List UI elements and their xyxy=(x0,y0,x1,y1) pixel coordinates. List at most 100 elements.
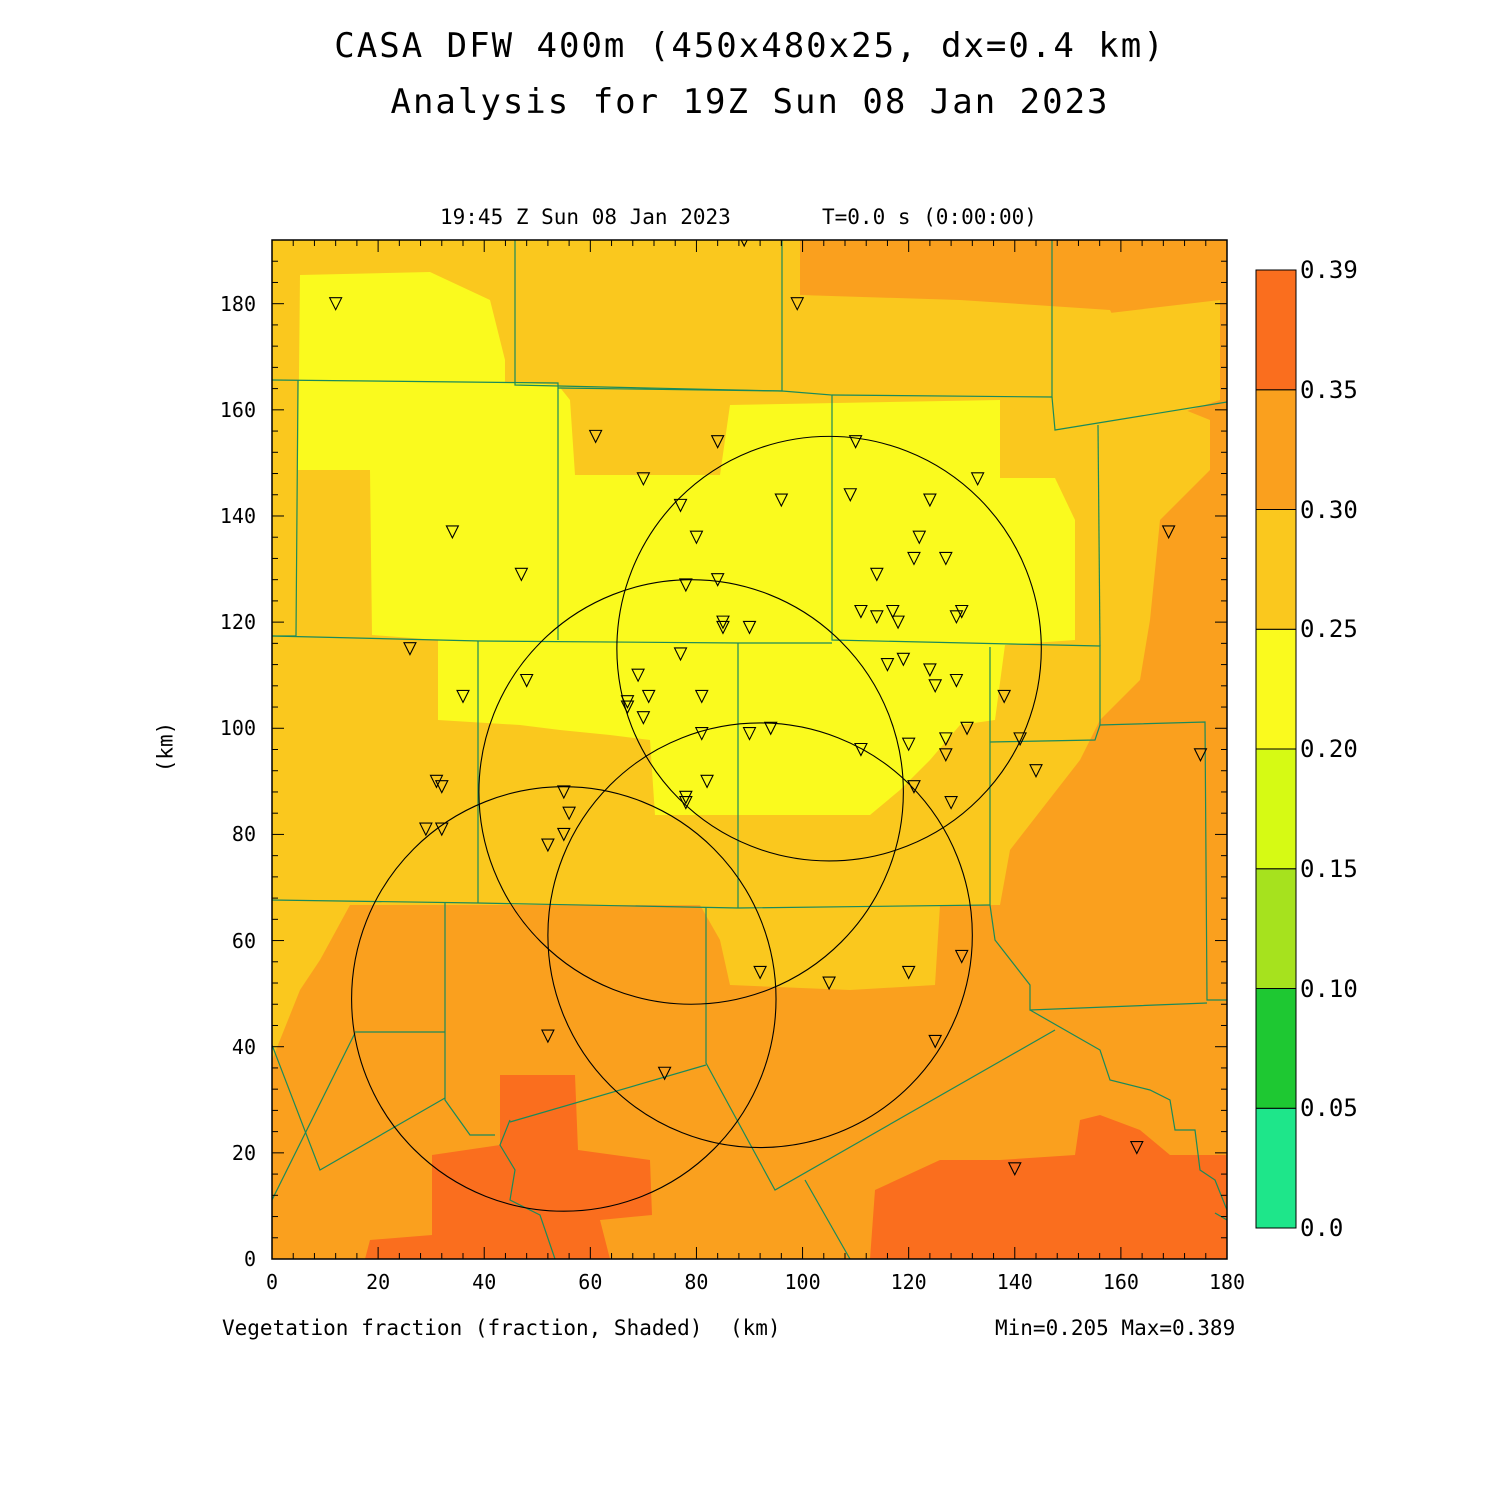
station-marker xyxy=(938,732,953,747)
x-tick-label: 160 xyxy=(1102,1270,1139,1294)
station-marker xyxy=(429,774,444,789)
station-marker xyxy=(774,493,789,508)
station-marker xyxy=(907,780,921,794)
station-marker xyxy=(1007,1162,1022,1177)
station-marker xyxy=(540,838,555,853)
station-marker xyxy=(1029,764,1043,778)
colorbar-label: 0.30 xyxy=(1300,495,1358,524)
colorbar-label: 0.15 xyxy=(1300,854,1358,883)
x-tick-label: 180 xyxy=(1208,1270,1246,1294)
station-marker xyxy=(869,567,884,582)
station-marker xyxy=(1161,525,1176,540)
station-marker xyxy=(742,727,757,741)
station-marker xyxy=(949,673,964,688)
x-tick-label: 0 xyxy=(265,1270,279,1294)
station-marker xyxy=(700,774,714,789)
station-marker xyxy=(753,965,768,980)
station-marker xyxy=(885,604,900,619)
y-tick-label: 160 xyxy=(219,397,256,422)
x-tick-label: 60 xyxy=(578,1270,603,1294)
station-marker xyxy=(901,965,916,980)
station-marker xyxy=(514,567,529,582)
station-marker xyxy=(678,790,693,805)
colorbar-label: 0.39 xyxy=(1300,256,1358,284)
colorbar-swatch xyxy=(1255,1107,1297,1229)
station-marker xyxy=(328,297,343,311)
page-title: CASA DFW 400m (450x480x25, dx=0.4 km) xyxy=(334,26,1166,66)
station-marker xyxy=(403,642,417,656)
station-marker xyxy=(556,785,571,800)
colorbar xyxy=(1255,269,1297,1229)
colorbar-swatch xyxy=(1255,868,1297,989)
station-marker xyxy=(456,689,470,704)
y-tick-label: 100 xyxy=(219,716,256,741)
station-marker xyxy=(620,700,635,715)
station-marker xyxy=(588,429,603,444)
station-marker xyxy=(673,498,688,513)
field-label: Vegetation fraction (fraction, Shaded) xyxy=(222,1316,703,1340)
station-marker xyxy=(636,711,651,725)
county-boundaries xyxy=(272,240,1227,1259)
x-tick-label: 40 xyxy=(472,1270,497,1294)
station-marker xyxy=(869,610,884,625)
station-marker xyxy=(960,721,974,736)
station-marker xyxy=(854,604,868,619)
station-marker xyxy=(694,689,709,704)
station-marker xyxy=(636,472,651,487)
station-marker xyxy=(694,727,709,741)
colorbar-label: 0.35 xyxy=(1300,375,1358,404)
station-marker xyxy=(556,827,571,842)
colorbar-label: 0.0 xyxy=(1300,1214,1344,1242)
station-marker xyxy=(434,780,449,794)
colorbar-swatch xyxy=(1255,988,1297,1109)
station-marker xyxy=(912,530,927,545)
station-marker xyxy=(657,1066,672,1081)
station-marker xyxy=(418,822,433,837)
x-tick-label: 140 xyxy=(996,1270,1033,1294)
station-marker xyxy=(928,679,943,694)
y-tick-label: 20 xyxy=(231,1140,256,1165)
station-marker xyxy=(854,742,868,757)
min-max-stats: Min=0.205 Max=0.389 xyxy=(995,1316,1236,1340)
y-tick-label: 80 xyxy=(231,822,256,847)
y-tick-label: 180 xyxy=(219,291,256,316)
station-marker xyxy=(710,435,725,449)
station-marker xyxy=(631,668,645,683)
x-axis-unit: (km) xyxy=(730,1316,781,1340)
colorbar-swatch xyxy=(1255,269,1297,391)
station-marker xyxy=(445,525,460,540)
station-marker xyxy=(742,620,757,635)
station-marker xyxy=(673,647,688,662)
station-marker xyxy=(678,578,693,593)
x-tick-label: 80 xyxy=(684,1270,709,1294)
station-marker xyxy=(928,1034,943,1049)
colorbar-swatch xyxy=(1255,628,1297,750)
station-marker xyxy=(790,297,805,311)
station-marker xyxy=(901,737,916,752)
page-subtitle: Analysis for 19Z Sun 08 Jan 2023 xyxy=(390,82,1110,122)
station-marker xyxy=(880,658,895,672)
station-marker xyxy=(954,604,969,619)
y-tick-label: 40 xyxy=(231,1034,256,1059)
station-marker xyxy=(1129,1140,1144,1155)
station-marker xyxy=(938,551,953,566)
station-marker xyxy=(949,610,964,625)
x-tick-label: 100 xyxy=(784,1270,821,1294)
station-marker xyxy=(620,695,635,709)
colorbar-swatch xyxy=(1255,748,1297,870)
station-marker xyxy=(822,976,836,991)
station-marker xyxy=(944,796,959,810)
station-marker xyxy=(716,615,730,630)
valid-time: 19:45 Z Sun 08 Jan 2023 xyxy=(440,205,731,229)
station-marker xyxy=(891,615,905,630)
colorbar-swatch xyxy=(1255,389,1297,510)
station-marker xyxy=(997,689,1012,704)
station-marker xyxy=(540,1029,555,1044)
station-marker xyxy=(922,663,937,678)
station-marker xyxy=(519,673,534,688)
station-marker xyxy=(562,806,577,821)
y-tick-label: 0 xyxy=(243,1247,256,1271)
axis-tick-marks xyxy=(271,239,1228,1260)
radar-range-circle xyxy=(547,722,973,1149)
